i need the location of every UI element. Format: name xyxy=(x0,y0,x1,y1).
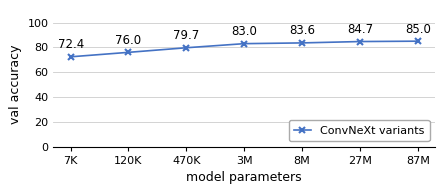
X-axis label: model parameters: model parameters xyxy=(186,171,302,184)
Text: 85.0: 85.0 xyxy=(405,23,431,36)
Y-axis label: val accuracy: val accuracy xyxy=(9,45,22,124)
Text: 83.6: 83.6 xyxy=(289,24,315,37)
Legend: ConvNeXt variants: ConvNeXt variants xyxy=(289,120,429,141)
ConvNeXt variants xyxy=(299,42,305,44)
ConvNeXt variants xyxy=(357,40,363,43)
ConvNeXt variants xyxy=(68,56,73,58)
Text: 79.7: 79.7 xyxy=(173,29,199,42)
ConvNeXt variants xyxy=(242,42,247,45)
ConvNeXt variants xyxy=(184,47,189,49)
Text: 76.0: 76.0 xyxy=(115,34,142,47)
ConvNeXt variants xyxy=(126,51,131,53)
Line: ConvNeXt variants: ConvNeXt variants xyxy=(67,38,421,60)
Text: 84.7: 84.7 xyxy=(347,23,373,36)
ConvNeXt variants xyxy=(415,40,420,42)
Text: 72.4: 72.4 xyxy=(58,38,84,51)
Text: 83.0: 83.0 xyxy=(231,25,257,38)
